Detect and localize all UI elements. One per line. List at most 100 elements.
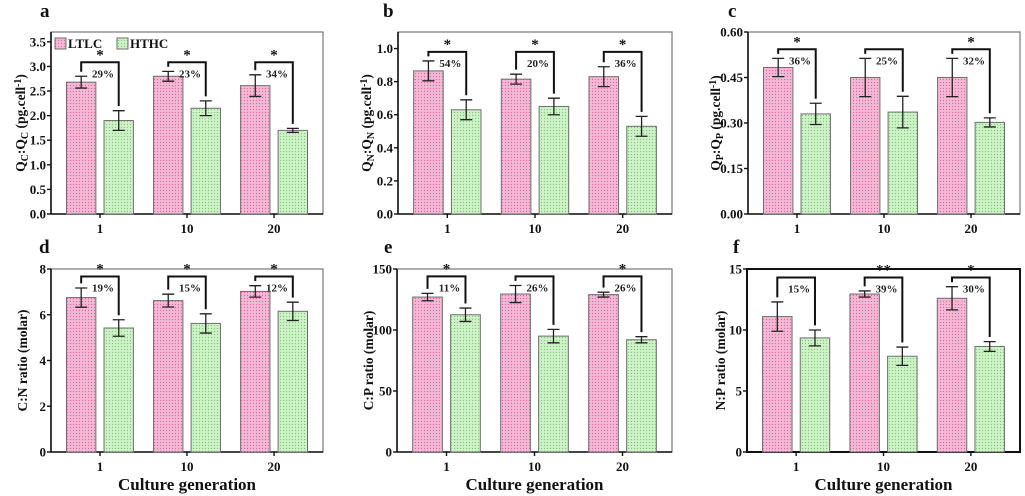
x-tick-label: 1: [97, 459, 104, 474]
x-tick-label: 1: [793, 459, 800, 474]
x-tick-label: 20: [616, 459, 629, 474]
ltlc-bar: [500, 293, 531, 453]
y-tick-label: 0.0: [30, 207, 46, 222]
significance-bracket: [167, 61, 207, 97]
y-tick-label: 0.60: [720, 25, 743, 40]
error-bar: [809, 102, 822, 126]
y-axis-label-part: :Q: [13, 139, 28, 154]
y-tick-label: 100: [373, 323, 393, 338]
ltlc-bar: [153, 75, 184, 215]
legend-label: LTLC: [68, 36, 102, 51]
x-tick-label: 20: [616, 221, 629, 236]
significance-star: *: [96, 262, 104, 278]
x-tick-label: 10: [528, 459, 541, 474]
error-bar: [635, 336, 648, 344]
y-tick-label: 1.0: [377, 41, 393, 56]
y-axis-label-part: -1: [708, 80, 719, 88]
y-axis-label-part: (pg.cell: [359, 87, 374, 132]
y-axis-label-part: C:P ratio (molar): [361, 311, 376, 411]
hthc-bar: [538, 105, 570, 215]
y-axis-label-part: C: [20, 132, 31, 139]
y-tick-label: 0.5: [30, 182, 47, 197]
significance-bracket: [951, 48, 991, 114]
panel-letter: e: [384, 237, 392, 258]
hthc-bar: [277, 310, 308, 453]
y-tick-label: 0.15: [720, 161, 743, 176]
y-axis-label-part: :Q: [359, 139, 374, 154]
significance-star: *: [967, 34, 975, 50]
significance-bracket: [254, 275, 294, 298]
y-tick-label: 0: [386, 445, 393, 460]
y-tick-label: 0.2: [377, 173, 393, 188]
percent-label: 39%: [876, 284, 898, 296]
error-bar: [946, 57, 959, 98]
y-axis-label: QN:QN (pg.cell-1): [359, 74, 377, 172]
error-bar: [510, 73, 523, 85]
y-axis-label-part: C: [20, 154, 31, 161]
hthc-bar: [974, 345, 1005, 453]
x-tick-label: 10: [181, 459, 194, 474]
error-bar: [286, 127, 299, 133]
error-bar: [75, 287, 88, 308]
panel-b: b0.00.20.40.60.81.0QN:QN (pg.cell-1)1*54…: [359, 1, 673, 236]
error-bar: [983, 340, 996, 352]
hthc-bar: [887, 355, 918, 453]
panel-letter: b: [383, 1, 394, 22]
hthc-bar: [103, 327, 134, 453]
ltlc-bar: [240, 85, 271, 215]
hthc-bar: [190, 107, 221, 215]
ltlc-bar: [937, 77, 968, 215]
hthc-bar: [450, 314, 481, 453]
error-bar: [459, 307, 472, 323]
y-axis-label-part: ): [13, 74, 28, 79]
y-axis-label-part: Q: [708, 160, 723, 171]
percent-label: 20%: [527, 58, 549, 70]
ltlc-bar: [500, 78, 532, 215]
error-bar: [597, 66, 610, 88]
y-axis-label-part: C:N ratio (molar): [15, 310, 30, 412]
y-tick-label: 0.30: [720, 116, 743, 131]
significance-star: *: [444, 37, 452, 53]
x-tick-label: 20: [268, 459, 281, 474]
percent-label: 26%: [527, 282, 549, 294]
significance-bracket: [864, 48, 904, 92]
ltlc-bar: [850, 77, 881, 215]
error-bar: [635, 115, 648, 137]
ltlc-bar: [588, 76, 620, 215]
significance-bracket: [427, 50, 468, 96]
ltlc-bar: [66, 297, 97, 453]
hthc-bar: [799, 337, 831, 453]
y-tick-label: 0.45: [720, 70, 743, 85]
y-axis-label-part: N: [366, 153, 377, 161]
y-tick-label: 0.0: [377, 207, 393, 222]
y-axis-label: C:N ratio (molar): [15, 310, 30, 412]
x-tick-label: 10: [877, 459, 890, 474]
y-tick-label: 0: [40, 445, 47, 460]
significance-bracket: [602, 50, 643, 112]
y-tick-label: 150: [373, 262, 393, 277]
significance-bracket: [80, 275, 120, 316]
percent-label: 34%: [266, 68, 288, 80]
significance-bracket: [80, 61, 120, 107]
error-bar: [422, 60, 435, 82]
significance-bracket: [951, 276, 991, 338]
hthc-bar: [277, 129, 308, 215]
y-tick-label: 2: [40, 399, 47, 414]
y-tick-label: 15: [729, 262, 743, 277]
x-axis-label: Culture generation: [465, 475, 604, 494]
significance-star: *: [443, 261, 451, 277]
significance-bracket: [776, 276, 816, 326]
error-bar: [808, 329, 821, 347]
percent-label: 25%: [876, 55, 898, 67]
y-tick-label: 0.8: [377, 74, 394, 89]
hthc-bar: [974, 121, 1005, 215]
error-bar: [112, 110, 125, 132]
significance-bracket: [515, 50, 555, 94]
percent-label: 23%: [179, 68, 201, 80]
significance-star: *: [270, 262, 278, 278]
error-bar: [460, 99, 473, 121]
ltlc-bar: [762, 316, 793, 453]
y-tick-label: 3.0: [30, 59, 46, 74]
x-tick-label: 10: [529, 221, 542, 236]
error-bar: [249, 74, 262, 98]
